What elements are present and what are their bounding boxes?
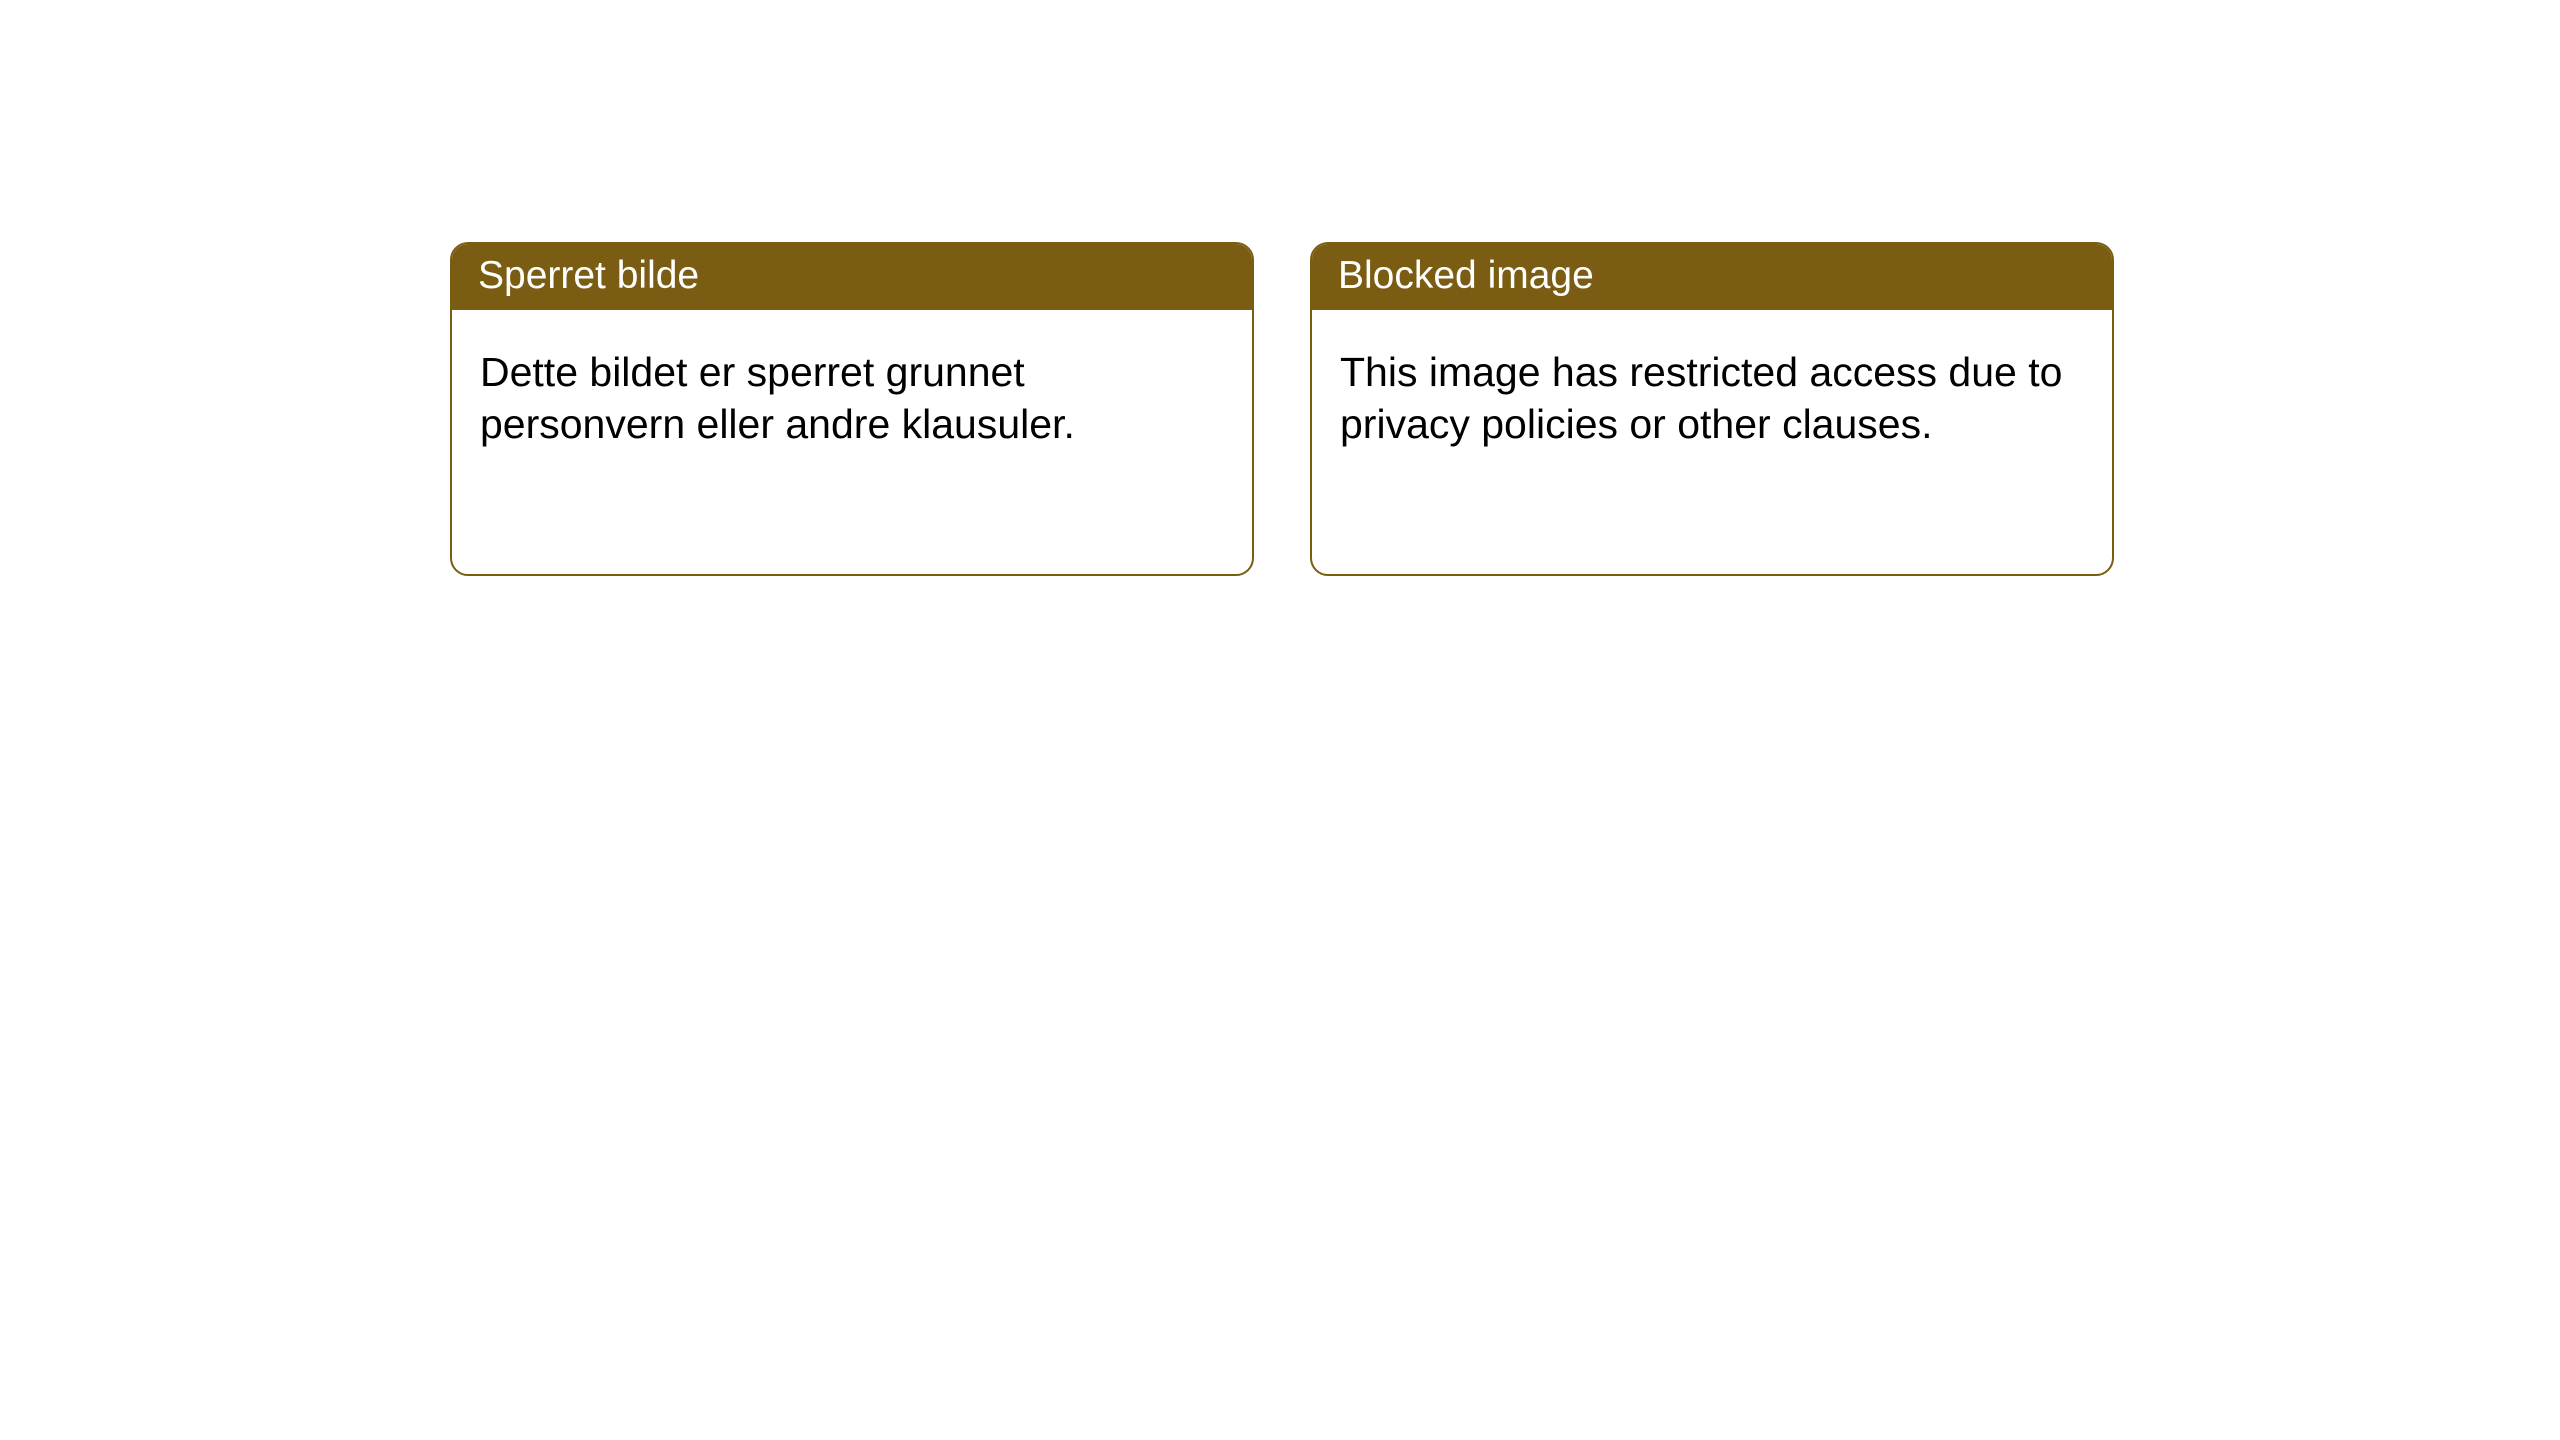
cards-container: Sperret bilde Dette bildet er sperret gr…: [0, 0, 2560, 576]
notice-card-english: Blocked image This image has restricted …: [1310, 242, 2114, 576]
card-header: Blocked image: [1312, 244, 2112, 310]
card-body: This image has restricted access due to …: [1312, 310, 2112, 479]
card-header: Sperret bilde: [452, 244, 1252, 310]
notice-card-norwegian: Sperret bilde Dette bildet er sperret gr…: [450, 242, 1254, 576]
card-body: Dette bildet er sperret grunnet personve…: [452, 310, 1252, 479]
